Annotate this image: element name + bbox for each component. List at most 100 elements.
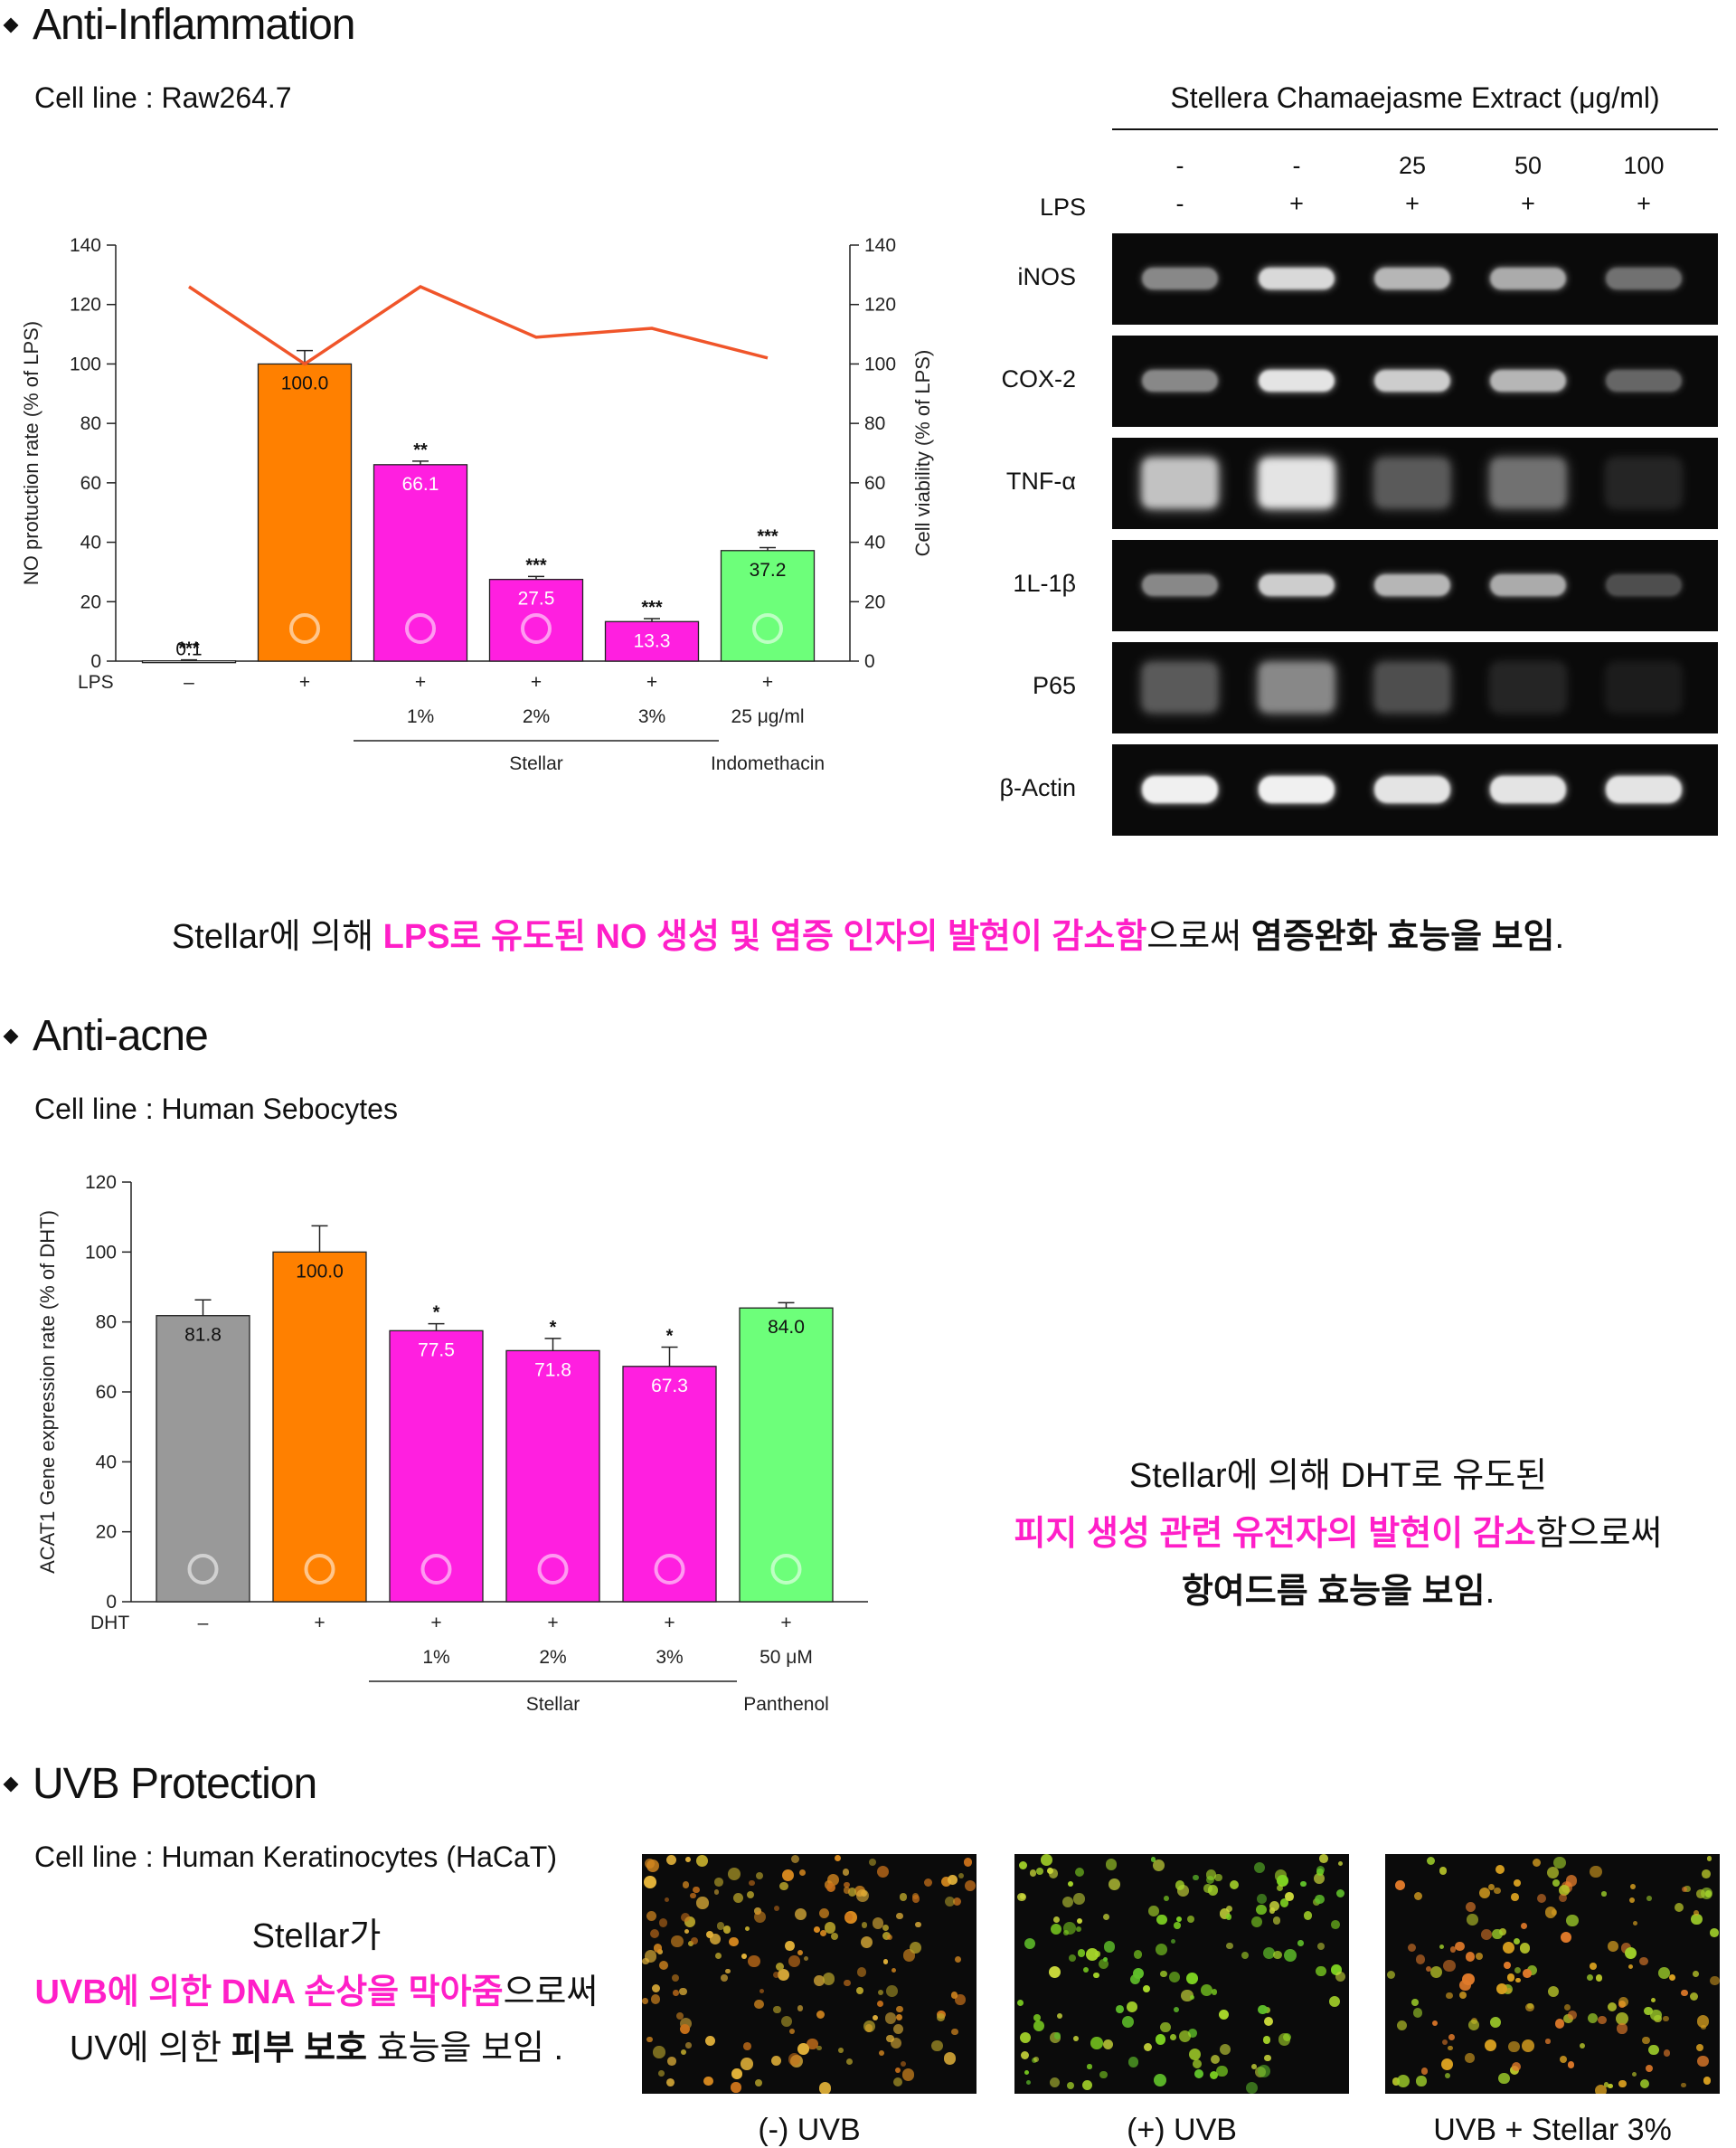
blot-band [1259, 662, 1335, 713]
cell-dot [1559, 1885, 1571, 1897]
y2-tick-label: 40 [864, 533, 885, 554]
cell-dot [1694, 1909, 1699, 1916]
cell-dot [754, 1911, 766, 1924]
cell-dot [1684, 1885, 1692, 1893]
cell-dot [838, 2048, 844, 2053]
cell-dot [1216, 2065, 1228, 2077]
data-label: 84.0 [768, 1317, 805, 1338]
cell-dot [1050, 1923, 1062, 1935]
cell-dot [777, 1968, 789, 1981]
cell-dot [846, 2058, 854, 2066]
cell-dot [741, 1954, 747, 1960]
cell-dot [1150, 1856, 1156, 1862]
cell-dot [1316, 1942, 1325, 1950]
cell-dot [716, 1922, 725, 1930]
cell-dot [1590, 1963, 1598, 1971]
cell-dot [943, 2052, 957, 2066]
cell-dot [1210, 2054, 1220, 2064]
cell-dot [1314, 1873, 1325, 1885]
cell-dot [1520, 1923, 1527, 1930]
cell-dot [1607, 2002, 1617, 2012]
cell-dot [830, 1932, 838, 1940]
cell-dot [1668, 1973, 1676, 1982]
cell-dot [642, 1998, 648, 2004]
cell-dot [1264, 2054, 1272, 2062]
cell-dot [741, 2058, 753, 2070]
cell-dot [1441, 2039, 1448, 2045]
cell-dot [813, 1926, 820, 1934]
cell-dot [1279, 1898, 1289, 1907]
cell-dot [1278, 2033, 1291, 2046]
y2-tick-label: 100 [864, 354, 896, 374]
cell-dot [1337, 1860, 1344, 1866]
blot-concentration-label: 100 [1623, 152, 1665, 179]
cell-dot [1201, 1984, 1212, 1997]
data-label: 13.3 [634, 630, 671, 651]
blot-row-label: iNOS [1017, 263, 1076, 290]
blot-band [1606, 662, 1682, 713]
data-label: 66.1 [402, 474, 439, 495]
blot-strip [1112, 642, 1718, 733]
cell-dot [775, 1962, 784, 1972]
cell-dot [1498, 2072, 1510, 2085]
cell-dot [816, 2045, 822, 2051]
cell-dot [682, 1880, 690, 1888]
cell-dot [1701, 1887, 1713, 1899]
cell-dot [806, 2038, 818, 2050]
cell-dot [1245, 2081, 1259, 2094]
cell-dot [879, 2050, 885, 2057]
cell-dot [899, 1893, 908, 1901]
blot-band [1142, 776, 1218, 803]
cell-dot [671, 1973, 679, 1982]
cell-dot [1211, 1989, 1218, 1995]
cell-dot [844, 1881, 851, 1888]
blot-band [1490, 370, 1566, 392]
blot-title: Stellera Chamaejasme Extract (μg/ml) [1170, 81, 1660, 114]
y2-tick-label: 60 [864, 473, 885, 494]
x-tick-label: – [198, 1613, 209, 1633]
bullet-diamond-icon [3, 1028, 19, 1044]
cell-dot [861, 1922, 868, 1929]
y-tick-label: 80 [80, 413, 101, 434]
dose-label: 25 μg/ml [731, 706, 805, 727]
cell-dot [1160, 2021, 1171, 2033]
cell-dot [1033, 2013, 1041, 2021]
y-tick-label: 100 [70, 354, 101, 374]
cell-dot [1689, 1992, 1699, 2001]
y-tick-label: 0 [90, 651, 101, 672]
blot-band [1490, 458, 1566, 508]
cell-dot [1587, 1974, 1594, 1982]
cell-dot [1458, 1991, 1467, 2000]
micrograph-plus-uvb [1014, 1854, 1349, 2094]
cell-dot [1439, 1944, 1445, 1950]
cell-dot [1648, 2044, 1660, 2056]
blot-concentration-label: 25 [1398, 152, 1427, 179]
blot-band [1259, 370, 1335, 392]
significance-marker: *** [178, 639, 200, 659]
cell-dot [713, 1889, 720, 1895]
cell-dot [1545, 2039, 1551, 2044]
blot-band [1374, 574, 1450, 596]
bar [257, 363, 353, 662]
significance-marker: *** [525, 555, 547, 575]
watermark-logo-icon [289, 613, 320, 644]
statement-text: 함으로써 [1535, 1515, 1663, 1553]
blot-strip [1112, 233, 1718, 325]
cell-dot [1710, 1928, 1719, 1937]
micrograph-uvb-stellar [1385, 1854, 1720, 2094]
cell-dot [1241, 1951, 1250, 1960]
cell-dot [1077, 1949, 1086, 1957]
y-tick-label: 100 [85, 1242, 117, 1263]
cell-dot [803, 1955, 809, 1962]
cell-dot [1048, 1965, 1061, 1979]
cell-dot [1450, 1946, 1457, 1953]
significance-marker: *** [757, 526, 778, 546]
cell-dot [1587, 2012, 1598, 2023]
blot-row-label: P65 [1032, 672, 1076, 699]
cell-dot [1025, 2080, 1032, 2086]
cell-dot [1439, 1866, 1448, 1875]
cell-dot [1476, 1953, 1484, 1960]
cell-dot [1492, 1928, 1503, 1940]
cell-dot [1029, 1869, 1037, 1877]
cell-dot [847, 1888, 857, 1897]
